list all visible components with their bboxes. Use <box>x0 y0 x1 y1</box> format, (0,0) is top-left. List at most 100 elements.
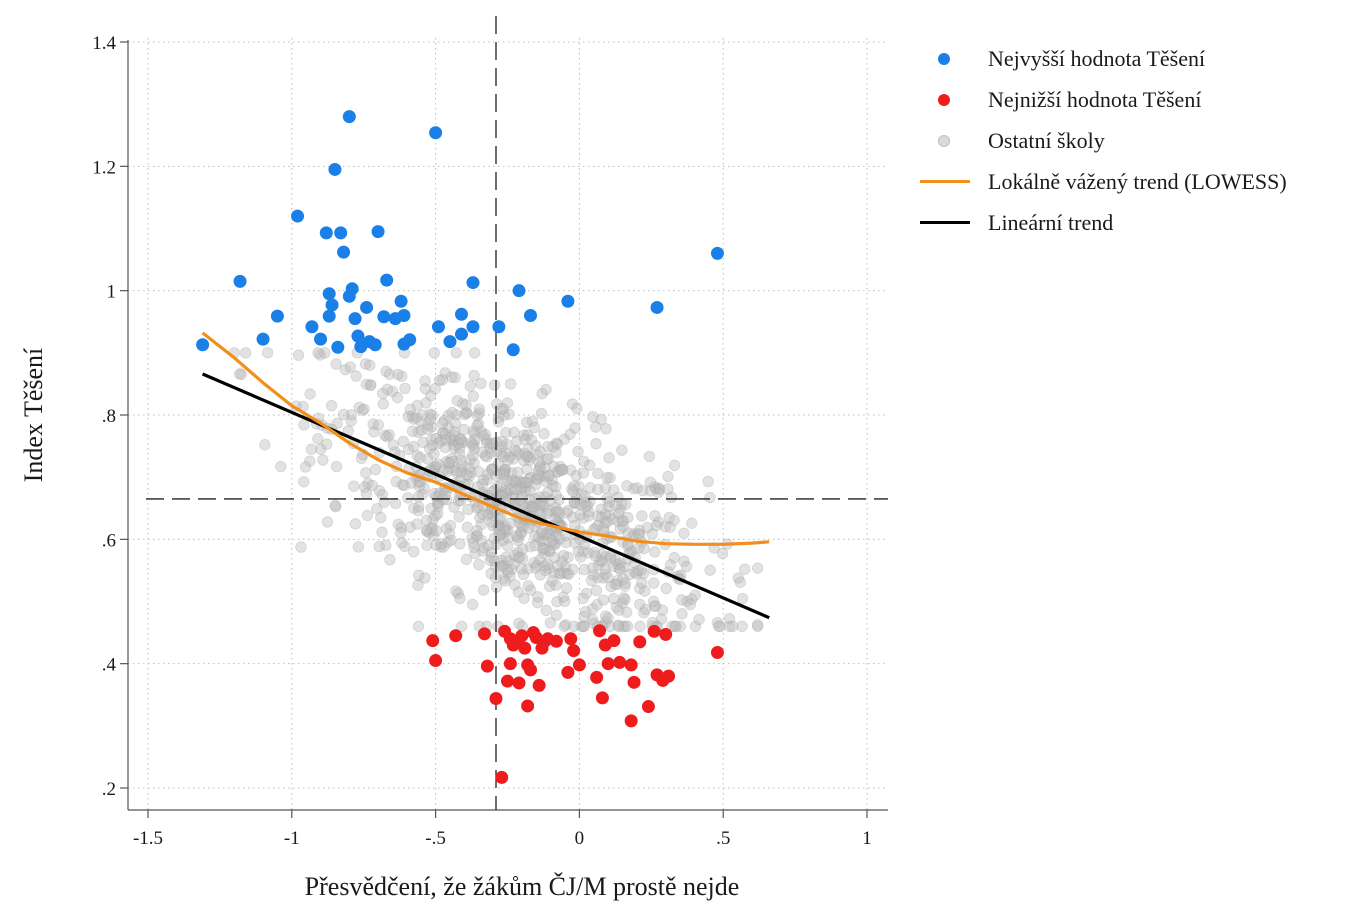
other-school-point <box>668 620 681 633</box>
top-school-point <box>371 225 385 239</box>
other-school-point <box>634 620 646 633</box>
other-school-point <box>391 391 404 404</box>
other-school-point <box>577 545 589 558</box>
bottom-school-point <box>501 674 514 688</box>
top-school-point <box>322 309 336 323</box>
other-school-point <box>644 476 657 488</box>
other-school-point <box>550 537 562 550</box>
other-school-point <box>619 577 632 589</box>
other-school-point <box>512 531 524 544</box>
legend-label-bottom: Nejnižší hodnota Těšení <box>988 86 1202 112</box>
other-school-point <box>468 438 480 451</box>
other-school-point <box>499 485 512 497</box>
other-school-point <box>502 454 514 466</box>
top-school-point <box>322 287 336 301</box>
other-school-point <box>572 545 584 558</box>
other-school-point <box>546 534 558 547</box>
other-school-point <box>344 361 357 373</box>
other-school-point <box>641 521 654 534</box>
y-tick-label: .2 <box>102 779 116 800</box>
bottom-school-point <box>624 658 638 672</box>
bottom-school-point <box>567 644 581 658</box>
other-school-point <box>390 475 402 488</box>
other-school-point <box>569 537 581 549</box>
other-school-point <box>373 485 386 497</box>
top-school-point <box>403 333 417 347</box>
other-school-point <box>649 600 662 612</box>
other-school-point <box>481 473 494 486</box>
other-school-point <box>541 526 554 539</box>
other-school-point <box>549 501 562 514</box>
other-school-point <box>562 568 575 581</box>
other-school-point <box>539 462 551 474</box>
other-school-point <box>473 558 485 571</box>
bottom-school-point <box>595 691 609 705</box>
other-school-point <box>624 568 636 581</box>
other-school-point <box>597 522 610 534</box>
legend: Nejvyšší hodnota Těšení Nejnižší hodnota… <box>918 38 1287 243</box>
other-school-point <box>481 509 494 521</box>
other-school-point <box>465 466 477 479</box>
other-school-point <box>540 604 552 617</box>
x-tick-label: -1.5 <box>133 828 163 849</box>
other-school-point <box>664 521 676 533</box>
other-school-point <box>633 528 646 541</box>
other-school-point <box>425 390 437 402</box>
other-school-point <box>521 477 534 489</box>
other-school-point <box>521 463 533 476</box>
top-school-point <box>377 310 391 324</box>
top-school-point <box>351 329 365 343</box>
top-school-point <box>466 276 480 290</box>
other-school-point <box>529 530 541 542</box>
other-school-point <box>511 530 523 542</box>
other-school-point <box>557 463 569 476</box>
other-school-point <box>406 410 418 422</box>
other-school-point <box>468 427 480 440</box>
lowess-trend-line <box>201 331 770 546</box>
other-school-point <box>526 415 539 427</box>
other-school-point <box>648 577 660 589</box>
legend-item-others: Ostatní školy <box>918 120 1287 161</box>
other-school-point <box>380 539 392 551</box>
other-school-point <box>550 489 562 501</box>
other-school-point <box>428 448 440 460</box>
other-school-point <box>421 419 434 431</box>
bottom-school-point <box>512 676 526 690</box>
other-school-point <box>330 501 342 513</box>
other-school-point <box>396 370 408 382</box>
other-school-point <box>599 610 612 622</box>
other-school-point <box>557 591 569 603</box>
legend-item-bottom: Nejnižší hodnota Těšení <box>918 79 1287 120</box>
other-school-point <box>430 525 442 537</box>
bottom-school-point <box>518 641 532 655</box>
other-school-point <box>441 465 454 478</box>
other-school-point <box>406 425 419 437</box>
other-school-point <box>656 604 669 616</box>
other-school-point <box>235 368 248 381</box>
other-school-point <box>514 494 527 506</box>
other-school-point <box>376 526 388 538</box>
other-school-point <box>408 546 420 558</box>
other-school-point <box>407 440 420 453</box>
bottom-school-point <box>624 714 638 728</box>
other-school-point <box>567 563 579 576</box>
other-school-point <box>486 551 498 564</box>
top-school-point <box>561 294 575 308</box>
other-school-point <box>472 465 485 478</box>
other-school-point <box>574 551 587 563</box>
other-school-point <box>449 371 461 384</box>
bottom-school-point <box>593 624 607 638</box>
other-school-point <box>448 439 460 451</box>
other-school-point <box>358 403 370 415</box>
other-school-point <box>541 453 553 465</box>
other-school-point <box>536 527 549 540</box>
other-school-point <box>723 620 736 633</box>
other-school-point <box>528 557 540 569</box>
other-school-point <box>524 451 536 464</box>
other-school-point <box>538 500 550 513</box>
other-school-point <box>535 496 547 509</box>
other-school-point <box>433 374 446 387</box>
other-school-point <box>522 500 535 512</box>
other-school-point <box>505 563 518 575</box>
other-school-point <box>550 506 562 518</box>
